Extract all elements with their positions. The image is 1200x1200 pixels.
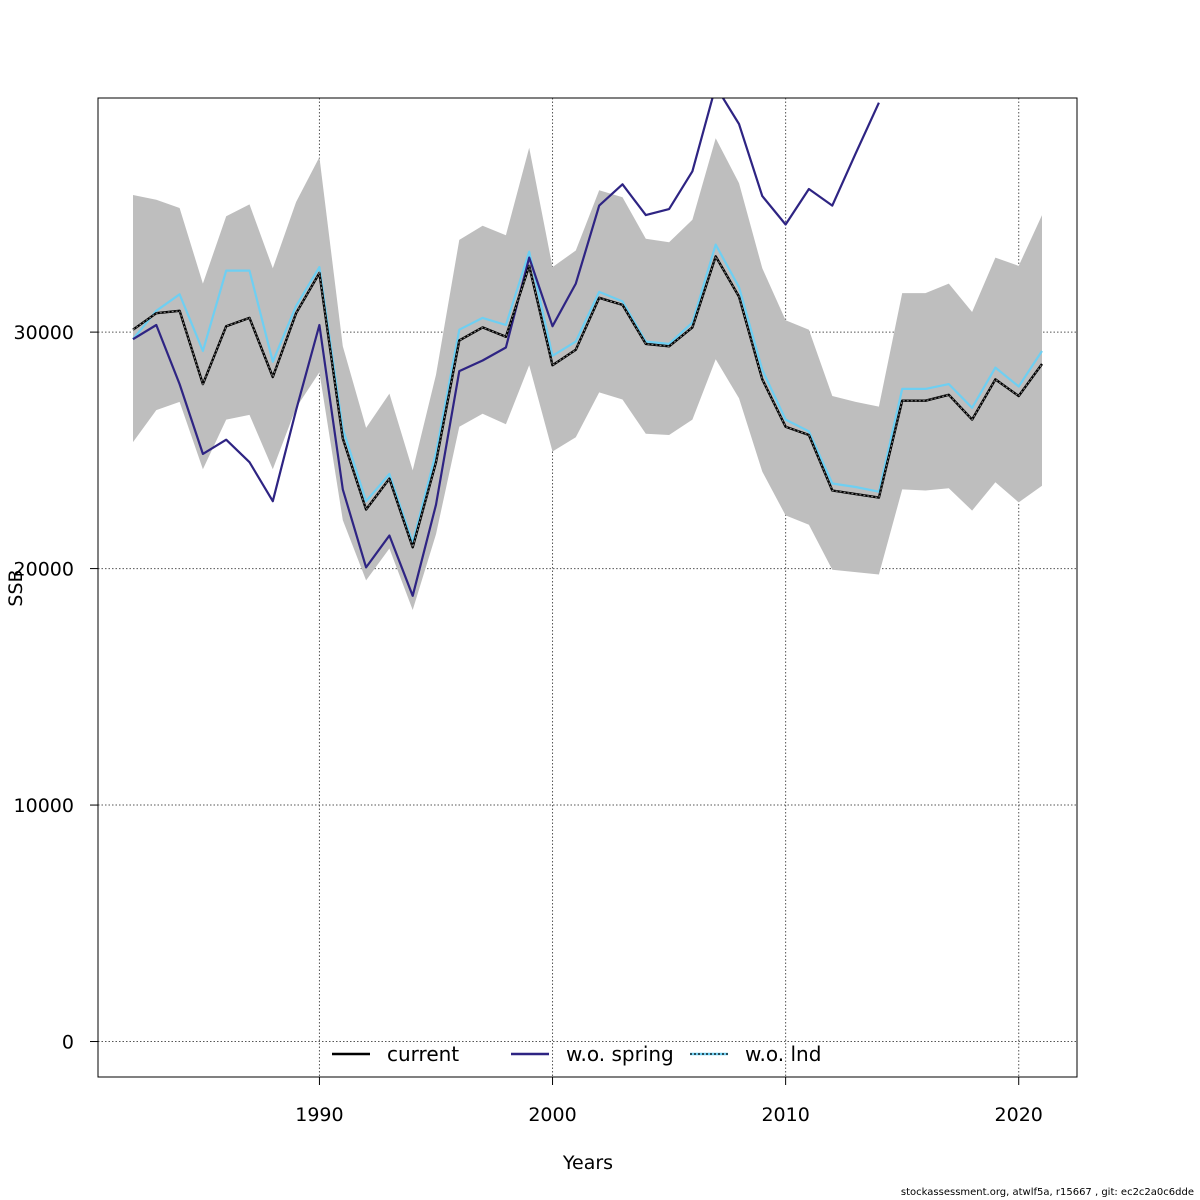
y-axis-title: SSB xyxy=(5,569,27,606)
series-line-wo-spring xyxy=(132,98,880,597)
footer-note: stockassessment.org, atwlf5a, r15667 , g… xyxy=(900,1187,1194,1198)
x-axis-title: Years xyxy=(562,1152,613,1174)
series-line-current-overlay xyxy=(132,255,1043,550)
legend-label-2: w.o. lnd xyxy=(745,1042,821,1066)
y-tick-label-10000: 10000 xyxy=(14,795,74,817)
x-tick-label-2010: 2010 xyxy=(761,1104,809,1126)
y-tick-label-20000: 20000 xyxy=(14,559,74,581)
y-tick-label-30000: 30000 xyxy=(14,322,74,344)
series-lines xyxy=(132,98,1043,597)
x-tick-label-2020: 2020 xyxy=(995,1104,1043,1126)
y-tick-label-0: 0 xyxy=(62,1032,74,1054)
axes: 1990 2000 2010 2020 0 10000 20000 30000 xyxy=(14,322,1043,1126)
legend-label-1: w.o. spring xyxy=(566,1042,674,1066)
x-tick-label-2000: 2000 xyxy=(528,1104,576,1126)
confidence-band xyxy=(133,138,1042,610)
x-tick-label-1990: 1990 xyxy=(295,1104,343,1126)
legend-label-0: current xyxy=(387,1042,459,1066)
plot-frame xyxy=(97,97,1078,1078)
confidence-band-area xyxy=(133,138,1042,610)
legend: current w.o. spring w.o. lnd xyxy=(332,1042,821,1066)
series-line-wo-lnd xyxy=(132,243,1043,544)
